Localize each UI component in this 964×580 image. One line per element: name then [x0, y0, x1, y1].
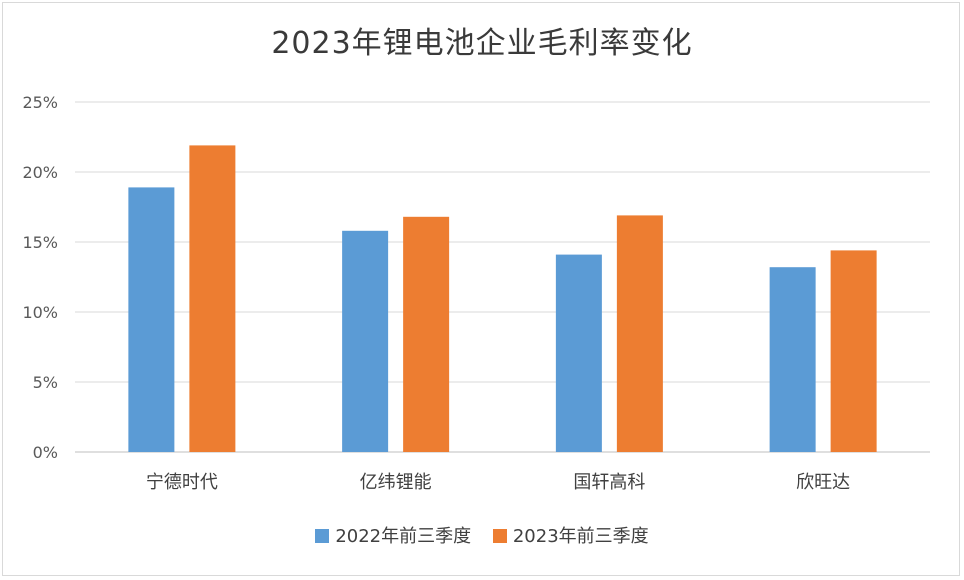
y-tick-label: 0%	[33, 443, 58, 462]
legend-swatch	[315, 529, 330, 543]
bars	[128, 145, 877, 452]
bar-2023	[616, 215, 663, 452]
y-tick-label: 15%	[22, 233, 58, 252]
y-tick-label: 5%	[33, 373, 58, 392]
bar-2023	[403, 216, 450, 452]
bar-2022	[128, 187, 175, 452]
legend-item-2023[interactable]: 2023年前三季度	[492, 522, 649, 548]
bar-2023	[189, 145, 236, 452]
x-category-label: 宁德时代	[146, 472, 218, 493]
x-category-label: 亿纬锂能	[360, 472, 432, 493]
legend-item-2022[interactable]: 2022年前三季度	[315, 522, 471, 548]
y-tick-label: 10%	[22, 303, 58, 322]
x-category-label: 欣旺达	[796, 472, 850, 493]
y-tick-label: 20%	[22, 163, 58, 182]
bar-2022	[769, 267, 816, 452]
bar-2022	[555, 254, 602, 452]
y-tick-label: 25%	[22, 93, 58, 112]
y-axis-ticks: 0% 5% 10% 15% 20% 25%	[22, 93, 58, 462]
bar-2022	[342, 230, 389, 452]
x-axis-categories: 宁德时代 亿纬锂能 国轩高科 欣旺达	[146, 472, 850, 493]
bar-2023	[830, 250, 877, 452]
legend-swatch	[492, 529, 507, 543]
x-category-label: 国轩高科	[573, 472, 645, 493]
legend-label: 2022年前三季度	[335, 526, 472, 547]
legend-label: 2023年前三季度	[512, 526, 649, 547]
legend: 2022年前三季度 2023年前三季度	[0, 522, 964, 548]
chart-title: 2023年锂电池企业毛利率变化	[271, 26, 693, 61]
